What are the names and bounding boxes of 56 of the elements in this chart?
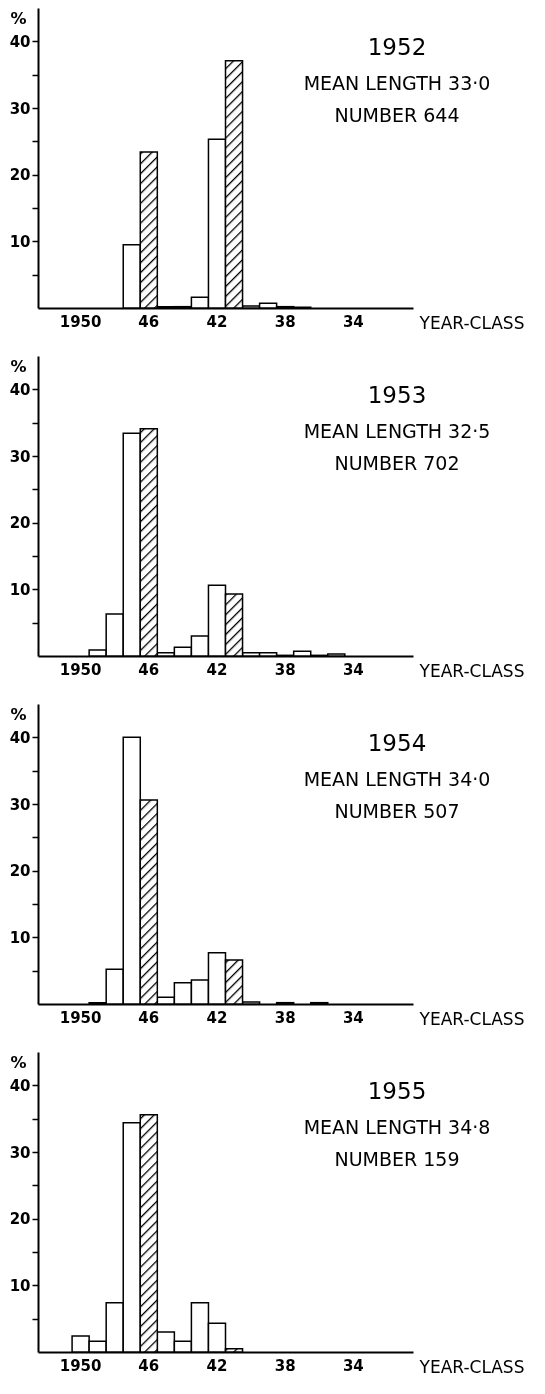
- x-tick-label: 46: [138, 1008, 160, 1027]
- y-tick-label: 10: [9, 232, 31, 251]
- annotation: MEAN LENGTH 34·0: [303, 768, 491, 790]
- y-axis-title: %: [10, 8, 27, 28]
- y-tick-label: 40: [9, 32, 31, 51]
- text: 1955: [367, 1078, 427, 1104]
- annotation: NUMBER 507: [334, 800, 460, 822]
- annotation: NUMBER 702: [334, 452, 460, 474]
- x-tick-label: 38: [274, 1008, 296, 1027]
- x-axis-title: YEAR-CLASS: [418, 312, 525, 333]
- x-tick-label: 42: [206, 1356, 228, 1375]
- x-axis-title: YEAR-CLASS: [418, 660, 525, 681]
- y-tick-label: 10: [9, 928, 31, 947]
- y-tick-label: 20: [9, 862, 31, 881]
- x-tick-label: 38: [274, 312, 296, 331]
- x-tick-label: 46: [138, 660, 160, 679]
- x-tick-label: 34: [342, 660, 364, 679]
- y-tick-label: 40: [9, 380, 31, 399]
- text: 1954: [367, 730, 427, 756]
- y-tick-label: 40: [9, 1076, 31, 1095]
- annotation: NUMBER 644: [334, 104, 460, 126]
- y-tick-label: 20: [9, 166, 31, 185]
- y-tick-label: 20: [9, 1210, 31, 1229]
- y-tick-label: 20: [9, 514, 31, 533]
- x-tick-label: 42: [206, 1008, 228, 1027]
- annotation: MEAN LENGTH 33·0: [303, 72, 491, 94]
- y-tick-label: 10: [9, 580, 31, 599]
- x-tick-label: 46: [138, 312, 160, 331]
- annotation: MEAN LENGTH 34·8: [303, 1116, 491, 1138]
- x-tick-label: 34: [342, 1356, 364, 1375]
- y-tick-label: 10: [9, 1276, 31, 1295]
- y-axis-title: %: [10, 1052, 27, 1072]
- y-axis-title: %: [10, 356, 27, 376]
- x-tick-label: 1950: [59, 660, 102, 679]
- x-tick-label: 1950: [59, 312, 102, 331]
- x-axis-title: YEAR-CLASS: [418, 1356, 525, 1377]
- y-tick-label: 30: [9, 447, 31, 466]
- annotation: MEAN LENGTH 32·5: [303, 420, 491, 442]
- y-tick-label: 40: [9, 728, 31, 747]
- x-tick-label: 34: [342, 312, 364, 331]
- x-tick-label: 38: [274, 660, 296, 679]
- x-tick-label: 42: [206, 660, 228, 679]
- x-tick-label: 46: [138, 1356, 160, 1375]
- x-tick-label: 1950: [59, 1008, 102, 1027]
- x-axis-title: YEAR-CLASS: [418, 1008, 525, 1029]
- text: 1953: [367, 382, 427, 408]
- y-tick-label: 30: [9, 99, 31, 118]
- y-tick-label: 30: [9, 795, 31, 814]
- x-tick-label: 38: [274, 1356, 296, 1375]
- x-tick-label: 34: [342, 1008, 364, 1027]
- annotation: NUMBER 159: [334, 1148, 460, 1170]
- y-tick-label: 30: [9, 1143, 31, 1162]
- x-tick-label: 1950: [59, 1356, 102, 1375]
- x-tick-label: 42: [206, 312, 228, 331]
- y-axis-title: %: [10, 704, 27, 724]
- text: 1952: [367, 34, 427, 60]
